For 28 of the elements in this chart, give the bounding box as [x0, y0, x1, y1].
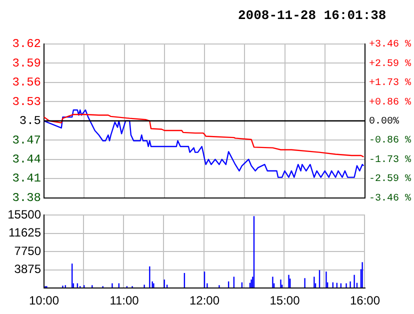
- y-tick-label: 3.56: [12, 76, 41, 90]
- y2-tick-label: 0.00%: [369, 116, 400, 128]
- x-tick-label: 10:00: [28, 294, 60, 308]
- y2-tick-label: -2.59 %: [369, 174, 412, 186]
- x-tick-label: 16:00: [350, 294, 380, 308]
- y-tick-label: 3.44: [12, 152, 41, 167]
- y-tick-label: 3.5: [19, 114, 41, 128]
- y-tick-label: 3875: [14, 262, 42, 276]
- y2-tick-label: -0.86 %: [369, 136, 412, 147]
- x-tick-label: 11:00: [110, 294, 140, 308]
- y2-tick-label: -1.73 %: [369, 154, 412, 166]
- y-tick-label: 3.47: [12, 133, 41, 148]
- y2-tick-label: +2.59 %: [369, 58, 412, 70]
- y2-tick-label: +0.86 %: [369, 97, 412, 108]
- y-tick-label: 15500: [8, 208, 42, 222]
- y-tick-label: 3.53: [12, 94, 41, 109]
- y-tick-label: 3.38: [12, 190, 41, 205]
- y-tick-label: 7750: [14, 244, 42, 258]
- y2-tick-label: -3.46 %: [369, 193, 412, 204]
- y2-tick-label: +1.73 %: [369, 78, 412, 90]
- y-tick-label: 11625: [8, 226, 42, 240]
- x-tick-label: 12:00: [189, 294, 220, 308]
- y-tick-label: 3.59: [12, 56, 41, 70]
- chart-title: 2008-11-28 16:01:38: [238, 8, 386, 23]
- y-tick-label: 3.41: [12, 172, 41, 186]
- y2-tick-label: +3.46 %: [369, 40, 412, 51]
- x-tick-label: 15:00: [270, 294, 300, 308]
- y-tick-label: 3.62: [12, 37, 41, 52]
